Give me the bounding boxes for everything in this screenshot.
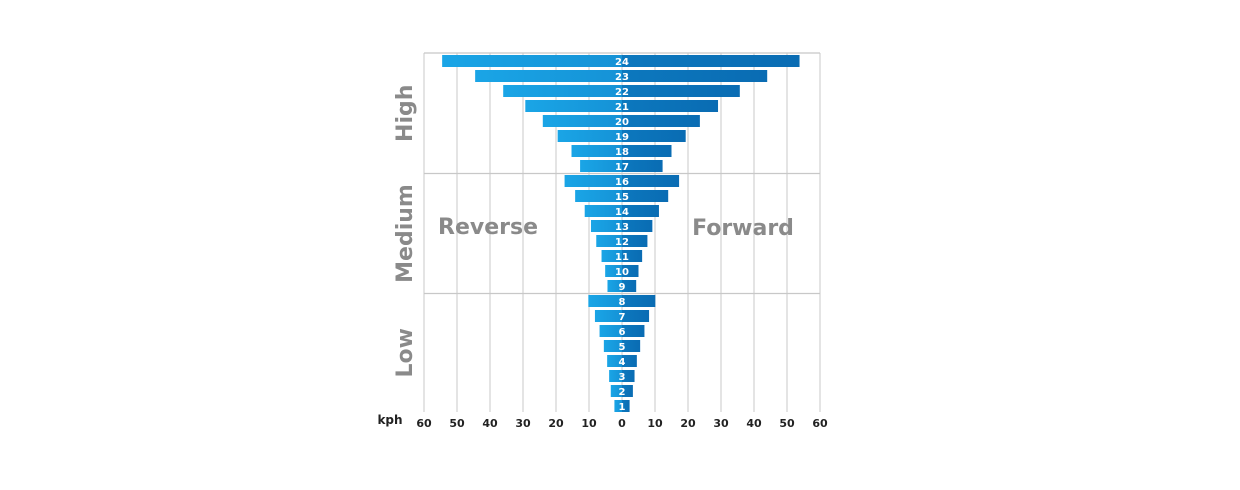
bar-forward (622, 235, 648, 247)
bar-forward (622, 310, 650, 322)
bar-reverse (603, 340, 622, 352)
x-tick-label: 60 (812, 417, 828, 430)
gear-label: 3 (619, 372, 626, 383)
bar-forward (622, 205, 659, 217)
bar-reverse (584, 205, 622, 217)
x-tick-label: 0 (618, 417, 626, 430)
gear-label: 2 (619, 387, 626, 398)
bar-reverse (609, 370, 622, 382)
bar-forward (622, 55, 800, 67)
bar-reverse (601, 250, 622, 262)
x-tick-label: 10 (581, 417, 597, 430)
forward-label: Forward (692, 216, 794, 241)
bar-reverse (607, 355, 622, 367)
x-tick-label: 20 (680, 417, 696, 430)
bar-reverse (503, 85, 622, 97)
bar-forward (622, 70, 768, 82)
bar-forward (622, 130, 686, 142)
gear-label: 20 (615, 117, 629, 128)
x-tick-label: 30 (515, 417, 531, 430)
gear-label: 21 (615, 102, 629, 113)
gear-label: 14 (615, 207, 629, 218)
gear-label: 8 (619, 297, 626, 308)
gear-label: 12 (615, 237, 629, 248)
bar-forward (622, 340, 641, 352)
bar-reverse (599, 325, 622, 337)
band-label-low: Low (393, 328, 418, 377)
x-tick-label: 50 (779, 417, 795, 430)
gear-label: 19 (615, 132, 629, 143)
bar-forward (622, 145, 672, 157)
gear-label: 6 (619, 327, 626, 338)
bar-forward (622, 280, 637, 292)
gear-label: 13 (615, 222, 629, 233)
bar-reverse (525, 100, 622, 112)
bar-forward (622, 85, 740, 97)
bar-forward (622, 250, 643, 262)
bar-reverse (475, 70, 622, 82)
bar-reverse (580, 160, 622, 172)
x-unit-label: kph (377, 413, 402, 427)
bar-forward (622, 100, 719, 112)
gear-label: 16 (615, 177, 629, 188)
bar-forward (622, 160, 663, 172)
grid (423, 52, 821, 412)
band-label-medium: Medium (393, 184, 418, 283)
bar-forward (622, 370, 635, 382)
x-tick-label: 60 (416, 417, 432, 430)
gear-label: 23 (615, 72, 629, 83)
gear-label: 22 (615, 87, 629, 98)
bar-forward (622, 385, 633, 397)
bar-reverse (594, 310, 622, 322)
x-tick-label: 50 (449, 417, 465, 430)
gear-label: 5 (619, 342, 626, 353)
bar-forward (622, 325, 645, 337)
bar-forward (622, 295, 656, 307)
bar-reverse (610, 385, 622, 397)
bar-forward (622, 115, 700, 127)
bar-reverse (607, 280, 622, 292)
x-axis: 60 50 40 30 20 10 0 10 20 30 40 50 60 (416, 417, 828, 430)
bar-forward (622, 400, 630, 412)
gear-label: 7 (619, 312, 626, 323)
x-tick-label: 40 (482, 417, 498, 430)
bar-forward (622, 175, 680, 187)
bar-reverse (571, 145, 622, 157)
x-tick-label: 30 (713, 417, 729, 430)
bar-reverse (564, 175, 622, 187)
bar-forward (622, 220, 653, 232)
bar-forward (622, 355, 637, 367)
band-label-high: High (393, 85, 418, 142)
bar-reverse (442, 55, 622, 67)
x-tick-label: 40 (746, 417, 762, 430)
gear-label: 15 (615, 192, 629, 203)
bar-reverse (542, 115, 622, 127)
bar-reverse (614, 400, 622, 412)
band-labels: Low Medium High (393, 85, 418, 378)
gear-label: 17 (615, 162, 629, 173)
x-tick-label: 20 (548, 417, 564, 430)
bar-reverse (575, 190, 622, 202)
bar-reverse (588, 295, 622, 307)
x-tick-label: 10 (647, 417, 663, 430)
bar-reverse (605, 265, 622, 277)
bar-reverse (596, 235, 622, 247)
bar-forward (622, 265, 639, 277)
gear-label: 9 (619, 282, 626, 293)
gear-label: 24 (615, 57, 629, 68)
bar-reverse (557, 130, 622, 142)
reverse-label: Reverse (438, 215, 538, 240)
gear-label: 11 (615, 252, 629, 263)
gear-label: 4 (619, 357, 626, 368)
bar-forward (622, 190, 669, 202)
bar-reverse (590, 220, 622, 232)
gear-label: 18 (615, 147, 629, 158)
gear-label: 1 (619, 402, 626, 413)
gear-label: 10 (615, 267, 629, 278)
